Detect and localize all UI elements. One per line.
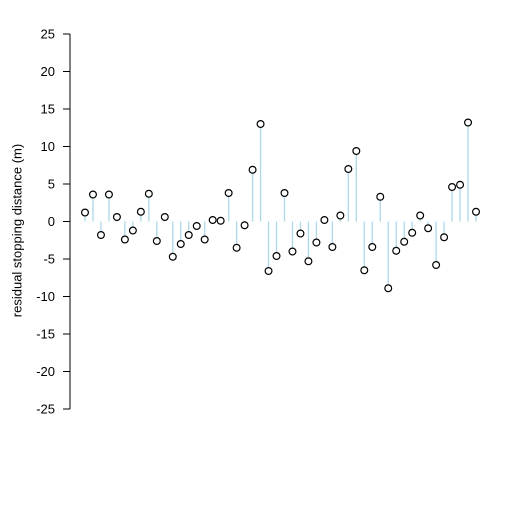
residual-point	[176, 240, 185, 249]
y-tick-label: -20	[36, 364, 55, 379]
y-tick-label: 0	[48, 214, 55, 229]
residual-point	[128, 226, 137, 235]
residual-point	[160, 213, 169, 222]
residual-point	[144, 189, 153, 198]
y-tick-label: 10	[41, 139, 55, 154]
residual-point	[320, 216, 329, 225]
residual-point	[136, 207, 145, 216]
residual-point	[256, 119, 265, 128]
residual-point	[104, 190, 113, 199]
stems	[84, 122, 477, 289]
residual-point	[336, 211, 345, 220]
y-tick-label: 15	[41, 102, 55, 117]
residual-point	[376, 192, 385, 201]
residual-point	[448, 183, 457, 192]
residual-point	[416, 211, 425, 220]
residual-point	[272, 252, 281, 261]
residual-point	[208, 216, 217, 225]
residual-point	[360, 266, 369, 275]
y-tick-label: 5	[48, 177, 55, 192]
residual-point	[296, 229, 305, 238]
residual-point	[464, 118, 473, 127]
residual-point	[440, 233, 449, 242]
residual-point	[368, 243, 377, 252]
residual-point	[456, 180, 465, 189]
y-tick-label: -5	[43, 252, 55, 267]
residual-point	[80, 208, 89, 217]
residual-point	[384, 284, 393, 293]
points	[80, 118, 481, 293]
residual-point	[392, 246, 401, 255]
residual-point	[328, 243, 337, 252]
y-ticks: 25 20 15 10 5 0 -5 -10 -15 -20 -25	[36, 27, 70, 417]
residual-point	[184, 231, 193, 240]
residual-point	[264, 267, 273, 276]
residual-point	[472, 207, 481, 216]
residual-point	[312, 238, 321, 247]
residual-point	[408, 228, 417, 237]
residual-point	[192, 222, 201, 231]
residual-point	[432, 261, 441, 270]
residual-point	[224, 189, 233, 198]
y-tick-label: -25	[36, 402, 55, 417]
residual-point	[280, 189, 289, 198]
residual-point	[344, 165, 353, 174]
residual-point	[168, 252, 177, 261]
y-tick-label: -15	[36, 327, 55, 342]
residual-point	[352, 147, 361, 156]
y-axis: 25 20 15 10 5 0 -5 -10 -15 -20 -25	[36, 27, 71, 417]
residual-point	[400, 237, 409, 246]
residual-point	[96, 231, 105, 240]
residual-point	[248, 165, 257, 174]
y-tick-label: 20	[41, 64, 55, 79]
residual-point	[120, 235, 129, 244]
residual-point	[232, 243, 241, 252]
residual-point	[304, 257, 313, 266]
residual-point	[288, 247, 297, 256]
residual-point	[200, 235, 209, 244]
residual-point	[112, 213, 121, 222]
residual-point	[216, 216, 225, 225]
residual-point	[424, 224, 433, 233]
y-axis-title: residual stopping distance (m)	[9, 144, 24, 317]
residual-point	[240, 221, 249, 230]
residual-point	[88, 190, 97, 199]
y-tick-label: -10	[36, 289, 55, 304]
y-tick-label: 25	[41, 27, 55, 42]
residual-point	[152, 237, 161, 246]
